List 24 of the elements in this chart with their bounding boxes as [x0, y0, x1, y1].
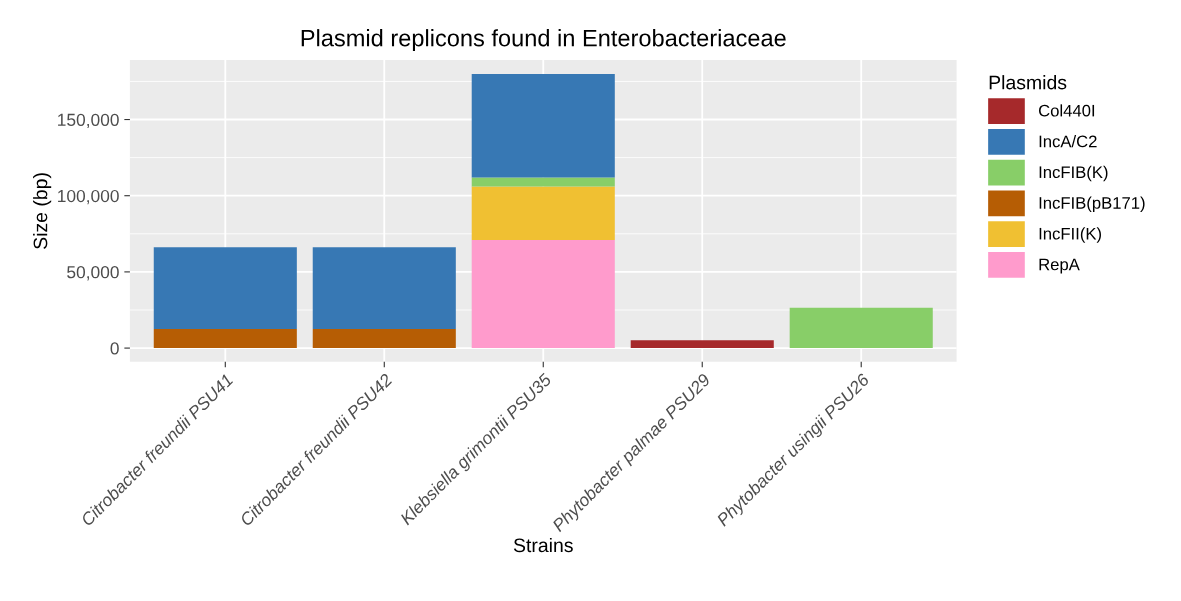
legend-label: IncA/C2 — [1039, 135, 1097, 148]
chart-title: Plasmid replicons found in Enterobacteriaceae — [301, 29, 786, 52]
legend-label: Col440I — [1038, 104, 1095, 117]
bar — [312, 329, 456, 349]
bar — [789, 307, 933, 349]
y-tick-label: 100,000 — [58, 189, 119, 205]
y-tick-label: 150,000 — [58, 113, 119, 129]
y-tick-label: 0 — [110, 342, 119, 355]
legend-label: IncFIB(pB171) — [1039, 196, 1145, 213]
bar — [471, 186, 615, 240]
legend-label: RepA — [1039, 258, 1080, 274]
y-axis-title: Size (bp) — [33, 173, 52, 249]
legend-label: IncFIB(K) — [1039, 165, 1108, 182]
legend-label: IncFII(K) — [1039, 227, 1101, 243]
x-axis-title: Strains — [513, 537, 573, 553]
bar — [153, 247, 297, 330]
bar — [471, 74, 615, 178]
bar — [312, 247, 456, 330]
bar — [471, 177, 615, 187]
bar — [630, 340, 774, 349]
legend-title: Plasmids — [989, 75, 1067, 90]
y-tick-label: 50,000 — [67, 266, 119, 281]
bar — [153, 329, 297, 349]
bar — [471, 239, 615, 349]
